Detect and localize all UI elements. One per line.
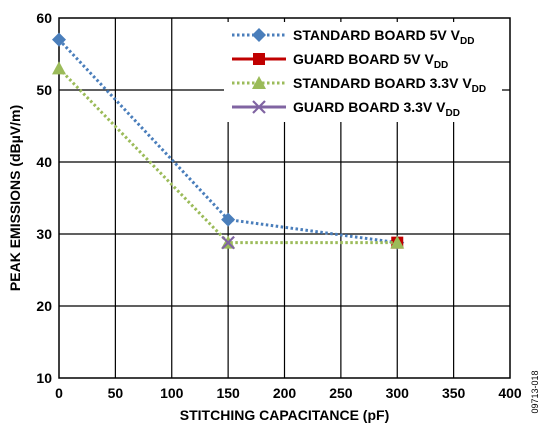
x-tick-label: 400 xyxy=(498,385,522,401)
x-tick-label: 300 xyxy=(386,385,410,401)
legend-name-suffix: V xyxy=(462,75,472,91)
data-point xyxy=(52,61,66,75)
legend-item: STANDARD BOARD 3.3V VDD xyxy=(232,75,486,95)
x-tick-label: 250 xyxy=(329,385,353,401)
legend-swatch-marker xyxy=(253,53,265,65)
legend-swatch-marker xyxy=(252,76,266,89)
y-tick-labels: 10 20 30 40 50 60 xyxy=(36,10,52,386)
y-tick-label: 30 xyxy=(36,226,52,242)
x-tick-label: 0 xyxy=(55,385,63,401)
x-tick-label: 50 xyxy=(108,385,124,401)
legend-name-suffix: V xyxy=(436,99,446,115)
legend-subscript: DD xyxy=(434,60,448,71)
legend-background xyxy=(224,22,502,122)
y-axis-label: PEAK EMISSIONS (dBµV/m) xyxy=(7,105,23,291)
legend-label: STANDARD BOARD 5V VDD xyxy=(293,27,474,47)
legend-name-suffix: V xyxy=(424,51,434,67)
legend-subscript: DD xyxy=(445,108,459,119)
legend-name: STANDARD BOARD 5V xyxy=(293,27,447,43)
y-tick-label: 10 xyxy=(36,370,52,386)
data-point xyxy=(221,212,236,227)
legend-name: GUARD BOARD 3.3V xyxy=(293,99,433,115)
y-tick-label: 20 xyxy=(36,298,52,314)
legend-swatch-marker xyxy=(252,100,266,114)
legend-name-suffix: V xyxy=(451,27,461,43)
x-tick-label: 150 xyxy=(216,385,240,401)
legend-label: STANDARD BOARD 3.3V VDD xyxy=(293,75,486,95)
series-3 xyxy=(221,235,235,250)
x-tick-label: 350 xyxy=(442,385,466,401)
plot-frame xyxy=(58,17,511,379)
legend-name: GUARD BOARD 5V xyxy=(293,51,421,67)
y-tick-label: 50 xyxy=(36,82,52,98)
y-tick-label: 60 xyxy=(36,10,52,26)
legend-swatch-marker xyxy=(252,28,266,42)
legend-label: GUARD BOARD 3.3V VDD xyxy=(293,99,460,119)
y-tick-label: 40 xyxy=(36,154,52,170)
data-point xyxy=(390,235,405,249)
legend-item: STANDARD BOARD 5V VDD xyxy=(232,27,474,47)
legend-label: GUARD BOARD 5V VDD xyxy=(293,51,448,71)
figure-id: 09713-018 xyxy=(530,370,540,413)
x-tick-labels: 0 50 100 150 200 250 300 350 400 xyxy=(55,385,522,401)
data-point xyxy=(221,235,235,250)
series-layer xyxy=(52,32,405,250)
legend-item: GUARD BOARD 3.3V VDD xyxy=(232,99,460,119)
x-tick-label: 200 xyxy=(273,385,297,401)
legend-name: STANDARD BOARD 3.3V xyxy=(293,75,459,91)
legend-subscript: DD xyxy=(460,36,474,47)
legend-item: GUARD BOARD 5V VDD xyxy=(232,51,448,71)
legend-subscript: DD xyxy=(472,84,486,95)
data-point xyxy=(52,32,66,47)
series-line xyxy=(57,67,398,245)
x-axis-label: STITCHING CAPACITANCE (pF) xyxy=(180,407,389,423)
x-tick-label: 100 xyxy=(160,385,184,401)
